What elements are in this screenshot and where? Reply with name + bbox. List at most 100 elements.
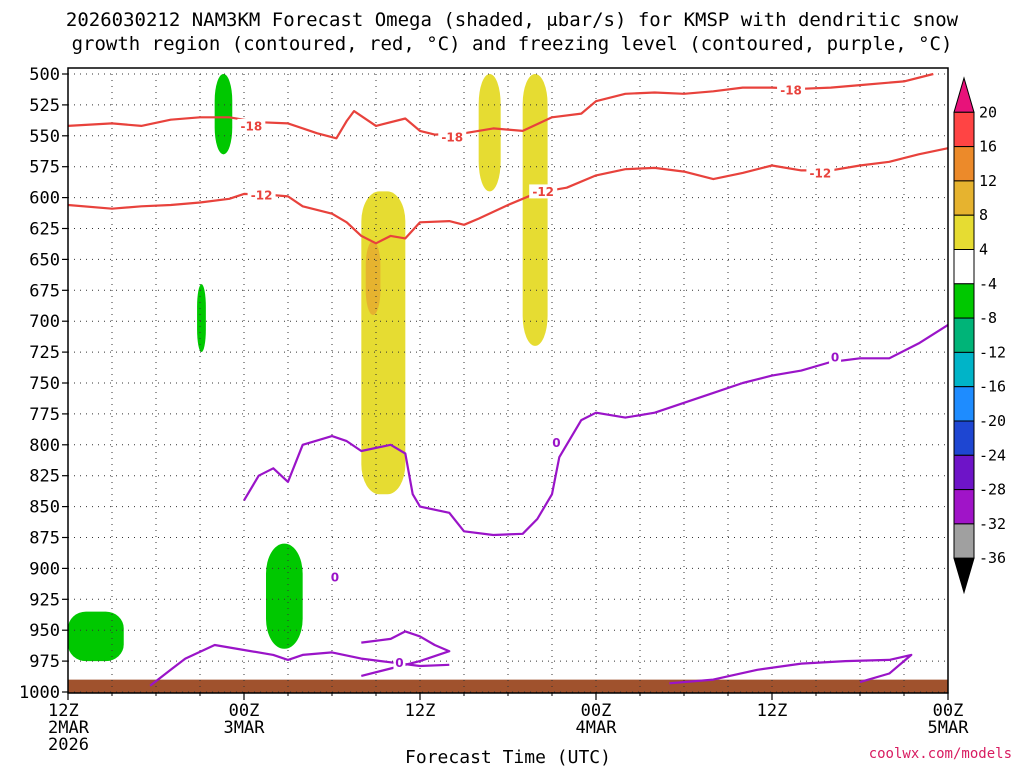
x-axis-label: Forecast Time (UTC) [405, 747, 611, 768]
colorbar-seg-3 [953, 180, 975, 216]
contour-label-bg-8 [393, 655, 406, 670]
x-tick-label-0-2: 2026 [48, 735, 89, 755]
contour-1 [67, 147, 949, 245]
title-line-2: growth region (contoured, red, °C) and f… [72, 33, 953, 55]
title-line-1: 2026030212 NAM3KM Forecast Omega (shaded… [66, 9, 959, 31]
y-tick-label-750: 750 [29, 374, 60, 394]
y-tick-label-975: 975 [29, 652, 60, 672]
y-tick-label-700: 700 [29, 312, 60, 332]
colorbar-seg-5 [953, 249, 975, 285]
colorbar-seg-0 [953, 76, 975, 113]
x-tick-label-60-1: 5MAR [928, 718, 970, 738]
y-axis: 500 525 550 575 600 625 650 675 700 725 750 775 800 8… [19, 65, 68, 703]
omega-shading [68, 74, 548, 662]
shaded-region-1 [197, 284, 206, 353]
shaded-region-4 [478, 74, 501, 192]
colorbar-seg-8 [953, 351, 975, 388]
y-tick-label-875: 875 [29, 529, 60, 549]
contour-label-3: -12 [251, 189, 273, 203]
y-tick-label-800: 800 [29, 436, 60, 456]
y-tick-label-725: 725 [29, 343, 60, 363]
colorbar-seg-2 [953, 146, 975, 182]
y-tick-label-850: 850 [29, 498, 60, 518]
y-tick-label-900: 900 [29, 559, 60, 579]
contour-label-8: 0 [395, 656, 403, 670]
y-tick-label-925: 925 [29, 590, 60, 610]
contour-label-9: 0 [831, 351, 839, 365]
x-tick-label-48-0: 12Z [757, 701, 788, 721]
contour-label-6: 0 [552, 436, 560, 450]
contour-label-0: -18 [240, 119, 262, 133]
colorbar-label-3: 8 [979, 206, 988, 224]
y-tick-label-950: 950 [29, 621, 60, 641]
contour-5 [669, 653, 913, 685]
colorbar-label-4: 4 [979, 241, 988, 259]
x-tick-label-0-0: 12Z [48, 701, 79, 721]
x-tick-label-24-0: 12Z [405, 701, 436, 721]
contour-label-1: -18 [441, 131, 463, 145]
contour-label-5: -12 [810, 166, 832, 180]
x-tick-label-12-0: 00Z [229, 701, 260, 721]
contour-label-bg-7 [328, 570, 341, 585]
contour-label-7: 0 [331, 571, 339, 585]
contour-label-bg-1 [438, 130, 467, 145]
colorbar-label-9: -20 [979, 412, 1006, 430]
contour-label-bg-4 [529, 184, 558, 199]
colorbar-label-12: -32 [979, 515, 1006, 533]
colorbar-label-1: 16 [979, 138, 997, 156]
y-tick-label-600: 600 [29, 189, 60, 209]
x-tick-label-0-1: 2MAR [48, 718, 90, 738]
colorbar-seg-9 [953, 386, 975, 422]
shaded-region-3 [68, 611, 124, 662]
contour-label-bg-3 [247, 188, 276, 203]
colorbar-label-2: 12 [979, 172, 997, 190]
y-tick-label-675: 675 [29, 281, 60, 301]
colorbar-seg-7 [953, 317, 975, 353]
colorbar-label-5: -4 [979, 275, 997, 293]
shaded-region-0 [214, 74, 233, 155]
colorbar-seg-4 [953, 214, 975, 250]
x-tick-label-12-1: 3MAR [224, 718, 266, 738]
colorbar-label-7: -12 [979, 343, 1006, 361]
contour-labels: -18 -18 -18 -12 -12 -12 0 0 0 0 [237, 83, 842, 670]
colorbar-label-11: -28 [979, 481, 1006, 499]
y-tick-label-625: 625 [29, 220, 60, 240]
colorbar-seg-12 [953, 489, 975, 525]
contour-label-bg-2 [777, 83, 806, 98]
colorbar: 20 16 12 8 4 -4 -8 -12 -16 -20 -24 -28 -32 -36 [953, 76, 1006, 595]
colorbar-label-10: -24 [979, 446, 1006, 464]
contour-3 [243, 323, 949, 537]
y-tick-label-550: 550 [29, 127, 60, 147]
contour-label-bg-5 [806, 165, 835, 180]
credit-text: coolwx.com/models [869, 746, 1012, 762]
colorbar-label-8: -16 [979, 378, 1006, 396]
contour-label-2: -18 [780, 84, 802, 98]
y-tick-label-575: 575 [29, 158, 60, 178]
x-tick-label-36-1: 4MAR [576, 718, 618, 738]
contour-label-bg-9 [829, 350, 842, 365]
contour-label-4: -12 [532, 185, 554, 199]
colorbar-label-0: 20 [979, 103, 997, 121]
colorbar-seg-13 [953, 523, 975, 559]
colorbar-seg-1 [953, 111, 975, 148]
y-tick-label-775: 775 [29, 405, 60, 425]
shaded-region-2 [266, 543, 303, 649]
colorbar-seg-6 [953, 283, 975, 319]
colorbar-label-13: -36 [979, 549, 1006, 567]
colorbar-label-6: -8 [979, 309, 997, 327]
colorbar-seg-10 [953, 420, 975, 456]
y-tick-label-650: 650 [29, 250, 60, 270]
contour-label-bg-6 [550, 435, 563, 450]
y-tick-label-825: 825 [29, 467, 60, 487]
x-tick-label-36-0: 00Z [581, 701, 612, 721]
shaded-region-7 [365, 240, 381, 316]
contour-2 [149, 643, 450, 687]
contour-label-bg-0 [237, 118, 266, 133]
shaded-region-5 [522, 74, 548, 346]
colorbar-seg-11 [953, 454, 975, 491]
colorbar-seg-14 [953, 557, 975, 595]
y-tick-label-1000: 1000 [19, 683, 60, 703]
x-tick-label-60-0: 00Z [933, 701, 964, 721]
